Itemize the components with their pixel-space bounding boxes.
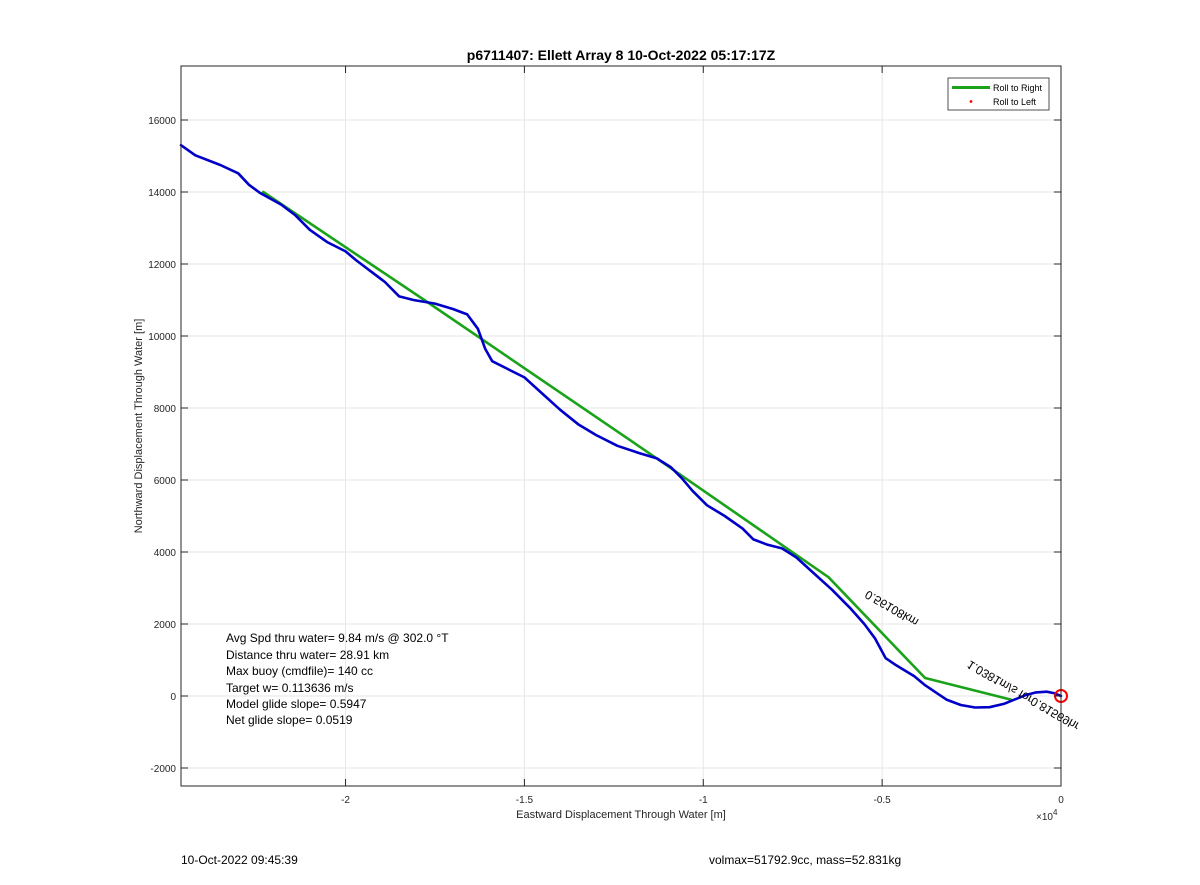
legend: Roll to Right Roll to Left	[947, 77, 1050, 111]
y-axis-label: Northward Displacement Through Water [m]	[133, 319, 145, 534]
y-tick-label: 2000	[154, 620, 177, 631]
ticks: -2 -1.5 -1 -0.5 0 -2000 0 2000 4000 6000 8000 10000…	[148, 66, 1064, 806]
y-tick-label: 4000	[154, 548, 177, 559]
y-tick-label: 0	[170, 692, 176, 703]
x-tick-label: -1	[699, 795, 708, 806]
series-track-line	[179, 143, 1063, 709]
y-tick-label: 14000	[148, 188, 176, 199]
y-tick-label: 8000	[154, 404, 177, 415]
grid	[181, 66, 1062, 786]
x-tick-label: -2	[341, 795, 350, 806]
x-axis-label: Eastward Displacement Through Water [m]	[516, 809, 726, 821]
stat-avg-speed: Avg Spd thru water= 9.84 m/s @ 302.0 °T	[226, 631, 449, 645]
x-tick-label: 0	[1058, 795, 1064, 806]
legend-label-roll-right: Roll to Right	[993, 83, 1043, 93]
y-tick-label: 16000	[148, 116, 176, 127]
x-exponent-base: ×10	[1036, 812, 1053, 823]
stat-max-buoy: Max buoy (cmdfile)= 140 cc	[226, 664, 373, 678]
legend-swatch-roll-left	[969, 100, 973, 103]
stat-net-glide: Net glide slope= 0.0519	[226, 713, 353, 727]
plot-frame	[180, 65, 1062, 787]
footer-vol-mass: volmax=51792.9cc, mass=52.831kg	[709, 853, 902, 867]
stat-target-w: Target w= 0.113636 m/s	[226, 681, 354, 695]
y-tick-label: 12000	[148, 260, 176, 271]
x-tick-label: -0.5	[874, 795, 892, 806]
chart-title: p6711407: Ellett Array 8 10-Oct-2022 05:…	[467, 47, 776, 63]
legend-label-roll-left: Roll to Left	[993, 97, 1037, 107]
series-roll-to-right-line	[262, 190, 1013, 701]
x-exponent-power: 4	[1053, 808, 1058, 817]
footer-date: 10-Oct-2022 09:45:39	[181, 853, 298, 867]
stat-distance: Distance thru water= 28.91 km	[226, 648, 389, 662]
stat-model-glide: Model glide slope= 0.5947	[226, 697, 367, 711]
y-tick-label: 6000	[154, 476, 177, 487]
x-tick-label: -1.5	[516, 795, 534, 806]
y-tick-label: -2000	[150, 764, 176, 775]
x-axis-exponent: ×104	[1036, 808, 1058, 823]
y-tick-label: 10000	[148, 332, 176, 343]
stats-block: Avg Spd thru water= 9.84 m/s @ 302.0 °T …	[226, 631, 449, 727]
legend-box	[947, 77, 1050, 111]
